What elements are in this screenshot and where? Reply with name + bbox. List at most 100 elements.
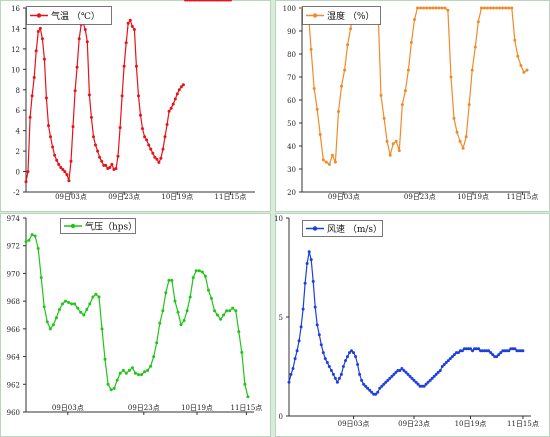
data-point — [471, 349, 474, 353]
data-point — [51, 323, 55, 327]
y-tick-label: 80 — [287, 51, 296, 59]
data-point — [464, 135, 468, 139]
x-tick-label: 11日15点 — [230, 404, 262, 412]
data-point — [30, 94, 34, 98]
data-point — [100, 327, 104, 331]
data-point — [521, 349, 525, 353]
data-point — [203, 274, 207, 278]
data-point — [385, 139, 389, 143]
data-point — [103, 357, 107, 361]
data-point — [225, 309, 229, 313]
data-point — [419, 6, 423, 10]
data-point — [118, 126, 122, 130]
data-point — [440, 6, 444, 10]
y-tick-label: 966 — [7, 326, 21, 334]
data-point — [132, 28, 136, 31]
data-point — [73, 89, 77, 93]
data-point — [438, 369, 442, 372]
data-point — [416, 382, 420, 386]
data-point — [335, 380, 339, 384]
data-point — [378, 386, 382, 390]
data-point — [458, 139, 462, 143]
data-point — [67, 301, 71, 304]
data-point — [157, 160, 161, 164]
data-point — [452, 353, 456, 357]
data-point — [36, 247, 40, 250]
data-point — [425, 6, 429, 10]
data-point — [173, 97, 177, 101]
data-point — [24, 180, 28, 184]
data-point — [163, 135, 167, 139]
y-tick-label: 14 — [11, 25, 20, 33]
data-point — [301, 307, 305, 311]
data-point — [179, 323, 183, 327]
data-point — [333, 376, 337, 380]
data-point — [165, 123, 169, 126]
data-point — [69, 159, 73, 163]
data-point — [452, 116, 456, 120]
legend-marker — [70, 223, 76, 229]
data-point — [112, 386, 116, 390]
data-point — [91, 295, 95, 299]
data-point — [130, 24, 134, 28]
data-point — [436, 370, 440, 374]
data-point — [147, 143, 151, 147]
data-point — [75, 65, 79, 69]
data-point — [85, 40, 89, 44]
x-tick-label: 10日19点 — [181, 404, 213, 412]
legend-box — [302, 220, 383, 237]
data-point — [243, 382, 247, 386]
data-point — [510, 6, 514, 10]
data-point — [188, 295, 192, 299]
y-tick-label: 10 — [11, 66, 20, 74]
data-point — [309, 47, 313, 51]
data-point — [394, 139, 398, 143]
data-point — [34, 49, 38, 53]
data-point — [348, 351, 351, 355]
y-tick-label: 4 — [16, 128, 21, 136]
data-point — [76, 306, 80, 310]
data-point — [30, 233, 34, 237]
data-point — [492, 6, 495, 10]
y-tick-label: 972 — [7, 243, 20, 251]
data-point — [324, 160, 328, 164]
chart-panel-1: -2 0 2 4 6 8 10 12 14 16 09日03点 09日23点 10日19点 11日15点 气… — [0, 0, 271, 212]
data-point — [489, 351, 493, 355]
data-point — [164, 291, 168, 295]
data-point — [124, 371, 128, 375]
y-tick-label: 60 — [287, 97, 296, 105]
data-point — [94, 143, 97, 147]
data-point — [83, 28, 87, 31]
data-point — [140, 373, 143, 377]
data-point — [216, 313, 219, 317]
data-point — [337, 110, 340, 113]
data-point — [388, 153, 392, 157]
y-tick-label: 6 — [16, 107, 21, 115]
data-point — [409, 41, 413, 44]
data-point — [346, 43, 350, 47]
data-point — [134, 64, 138, 68]
data-point — [110, 162, 114, 166]
data-point — [352, 351, 355, 355]
data-point — [498, 6, 502, 10]
data-point — [206, 288, 210, 292]
data-point — [437, 6, 441, 10]
data-point — [42, 305, 46, 309]
data-point — [380, 384, 384, 388]
legend: 风速 （m/s） — [302, 220, 383, 237]
data-point — [443, 6, 447, 10]
data-point — [222, 313, 226, 317]
x-tick-label: 11日15点 — [507, 420, 539, 428]
data-point — [333, 160, 337, 164]
x-tick-label: 11日15点 — [506, 193, 538, 201]
x-tick-label: 10日19点 — [161, 193, 193, 201]
data-point — [346, 355, 349, 359]
data-point — [442, 363, 446, 366]
data-point — [54, 316, 58, 320]
data-point — [489, 6, 492, 10]
data-point — [219, 317, 223, 321]
data-point — [307, 250, 311, 254]
y-tick-label: 8 — [16, 87, 20, 95]
data-point — [525, 68, 529, 72]
data-point — [467, 103, 471, 107]
